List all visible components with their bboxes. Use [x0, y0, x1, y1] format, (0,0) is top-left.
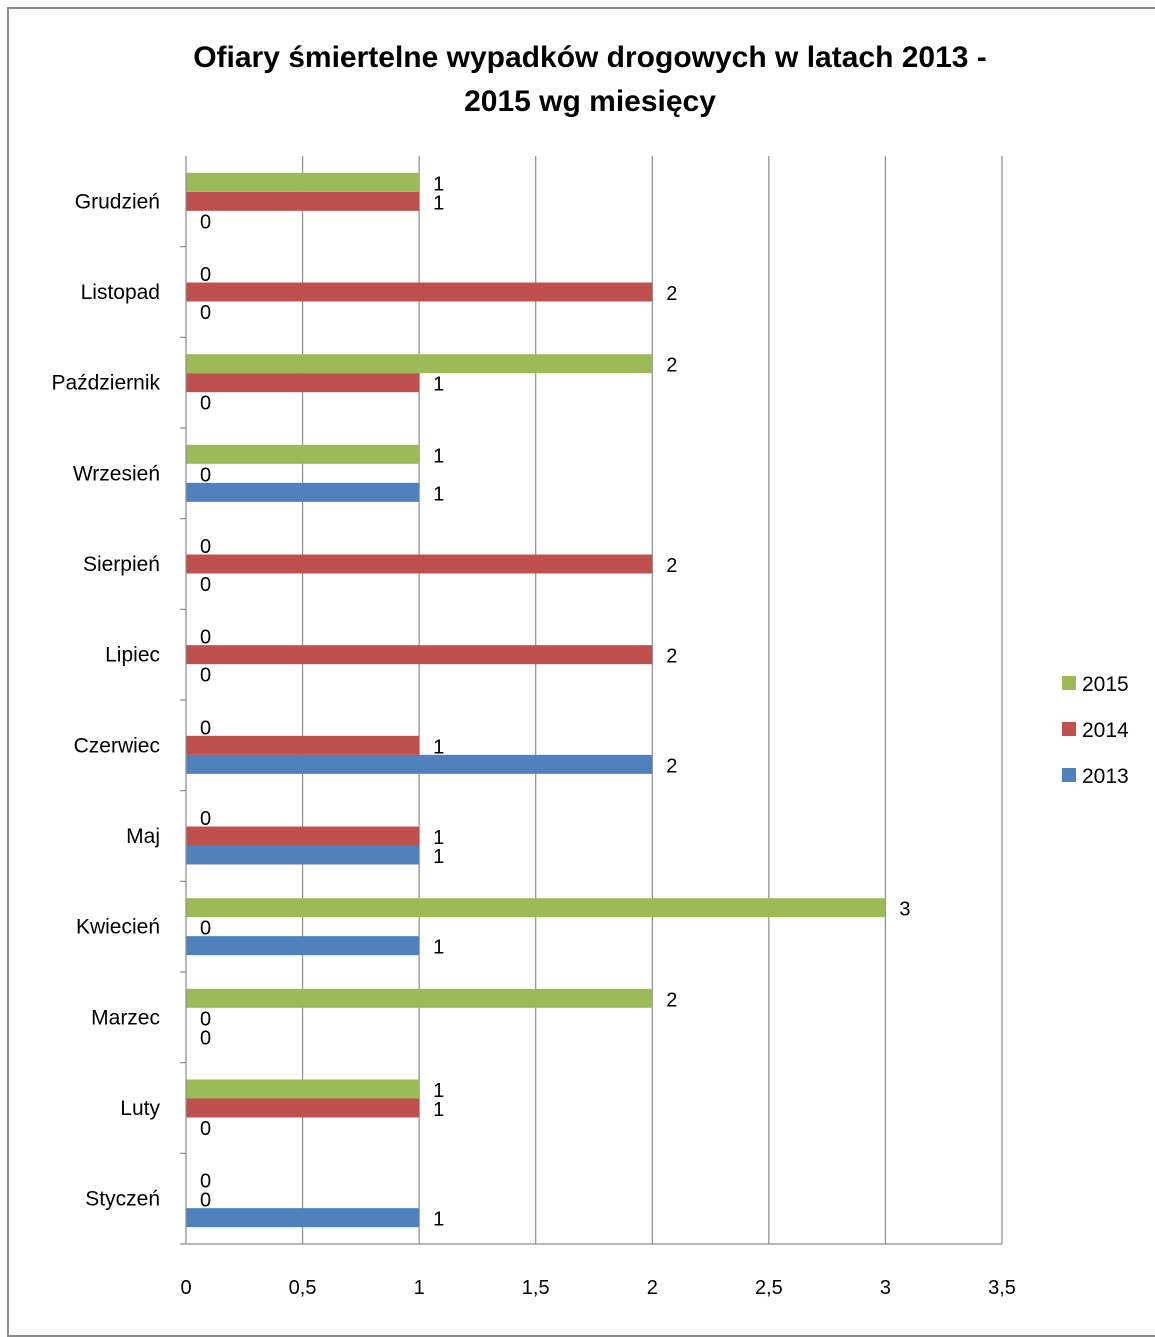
data-label: 0 — [200, 627, 211, 649]
data-label: 2 — [666, 989, 677, 1011]
data-label: 1 — [433, 1080, 444, 1102]
data-label: 2 — [666, 283, 677, 305]
category-label: Lipiec — [105, 644, 160, 667]
data-label: 2 — [666, 755, 677, 777]
bars — [186, 172, 886, 1228]
bar-2014 — [186, 826, 420, 846]
bar-2014 — [186, 645, 653, 665]
data-label: 0 — [200, 393, 211, 415]
data-label: 0 — [200, 717, 211, 739]
chart-title-line-2: 2015 wg miesięcy — [464, 85, 716, 118]
bar-2014 — [186, 554, 653, 574]
data-label: 0 — [200, 1190, 211, 1212]
data-label: 0 — [200, 1008, 211, 1030]
data-label: 0 — [200, 918, 211, 940]
category-label: Styczeń — [85, 1188, 160, 1211]
category-label: Czerwiec — [74, 734, 160, 757]
bar-2015 — [186, 1079, 420, 1099]
bar-2014 — [186, 191, 420, 211]
category-label: Luty — [120, 1097, 160, 1120]
chart-title: Ofiary śmiertelne wypadków drogowych w l… — [60, 36, 1120, 124]
data-label: 1 — [433, 192, 444, 214]
bar-2014 — [186, 373, 420, 393]
category-label: Grudzień — [75, 190, 160, 213]
category-label: Listopad — [81, 281, 160, 304]
legend-label: 2013 — [1082, 765, 1129, 788]
category-label: Sierpień — [83, 553, 160, 576]
x-tick-label: 3,5 — [988, 1277, 1016, 1299]
bar-2015 — [186, 898, 886, 918]
data-label: 0 — [200, 1118, 211, 1140]
legend-label: 2015 — [1082, 673, 1129, 696]
category-label: Kwiecień — [76, 916, 160, 939]
legend-swatch-2013 — [1062, 768, 1076, 782]
data-label: 1 — [433, 846, 444, 868]
data-label: 0 — [200, 1027, 211, 1049]
bar-2015 — [186, 988, 653, 1008]
data-label: 1 — [433, 374, 444, 396]
x-tick-label: 3 — [880, 1277, 891, 1299]
category-label: Wrzesień — [73, 462, 160, 485]
data-label: 2 — [666, 646, 677, 668]
bar-2014 — [186, 282, 653, 302]
bar-2013 — [186, 754, 653, 774]
x-tick-label: 2 — [647, 1277, 658, 1299]
data-label: 0 — [200, 665, 211, 687]
data-label: 1 — [433, 827, 444, 849]
category-label: Marzec — [91, 1006, 160, 1029]
bar-2013 — [186, 1208, 420, 1228]
x-tick-label: 0,5 — [289, 1277, 317, 1299]
data-label: 1 — [433, 736, 444, 758]
x-tick-label: 2,5 — [755, 1277, 783, 1299]
legend-swatch-2015 — [1062, 676, 1076, 690]
data-label: 0 — [200, 211, 211, 233]
data-label: 0 — [200, 302, 211, 324]
category-label: Maj — [126, 825, 160, 848]
category-label: Październik — [51, 372, 160, 395]
data-label: 1 — [433, 445, 444, 467]
bar-2015 — [186, 354, 653, 374]
x-tick-label: 1,5 — [522, 1277, 550, 1299]
data-label: 0 — [200, 1171, 211, 1193]
data-label: 1 — [433, 1209, 444, 1231]
bar-2014 — [186, 1098, 420, 1118]
data-label: 0 — [200, 574, 211, 596]
bar-2013 — [186, 936, 420, 956]
axes: 0 0,5 1 1,5 2 2,5 3 3,5 Styczeń Luty Marzec Kwiecie… — [51, 156, 1016, 1299]
bar-2013 — [186, 482, 420, 502]
data-label: 1 — [433, 937, 444, 959]
gridlines — [301, 156, 1003, 1244]
data-label: 0 — [200, 264, 211, 286]
bar-2014 — [186, 735, 420, 755]
legend-label: 2014 — [1082, 719, 1129, 742]
x-tick-label: 1 — [414, 1277, 425, 1299]
data-label: 2 — [666, 355, 677, 377]
data-label: 2 — [666, 555, 677, 577]
legend: 2015 2014 2013 — [1062, 673, 1129, 788]
bar-2015 — [186, 172, 420, 192]
legend-swatch-2014 — [1062, 722, 1076, 736]
data-label: 0 — [200, 464, 211, 486]
data-label: 1 — [433, 1099, 444, 1121]
data-label: 0 — [200, 808, 211, 830]
data-label: 1 — [433, 483, 444, 505]
data-label: 1 — [433, 173, 444, 195]
bar-2013 — [186, 845, 420, 865]
data-label: 3 — [899, 899, 910, 921]
chart-title-line-1: Ofiary śmiertelne wypadków drogowych w l… — [193, 41, 987, 74]
data-label: 0 — [200, 536, 211, 558]
bar-2015 — [186, 444, 420, 464]
x-tick-label: 0 — [180, 1277, 191, 1299]
